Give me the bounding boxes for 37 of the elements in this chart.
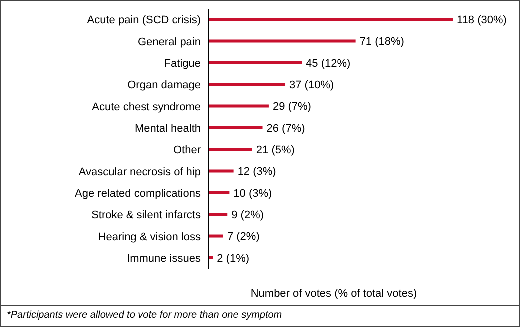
data-label: 29 (7%) (272, 101, 312, 114)
y-tick-label: Acute chest syndrome (92, 101, 201, 114)
text: *Participants were allowed to vote for more than one symptom (7, 310, 282, 321)
bar (209, 40, 356, 43)
data-label: 71 (18%) (360, 36, 404, 48)
data-label: 118 (30%) (457, 14, 507, 26)
data-label: 45 (12%) (306, 58, 351, 70)
y-tick-label: Mental health (134, 123, 201, 136)
data-label: 2 (1%) (217, 252, 250, 265)
bar (209, 61, 302, 64)
bar (209, 83, 286, 86)
data-label: 37 (10%) (290, 79, 334, 92)
data-label: 10 (3%) (234, 188, 272, 200)
x-axis-title: Number of votes (% of total votes) (250, 288, 418, 300)
data-label: 26 (7%) (266, 122, 306, 135)
bar (209, 18, 453, 22)
bar (209, 104, 269, 108)
bar (209, 213, 228, 216)
bar (209, 234, 224, 238)
y-tick-label: Acute pain (SCD crisis) (87, 14, 201, 27)
y-tick-label: General pain (138, 36, 201, 48)
bar (209, 191, 230, 194)
y-tick-label: Avascular necrosis of hip (78, 166, 201, 178)
bar (209, 170, 234, 173)
data-label: 7 (2%) (227, 231, 260, 244)
data-label: 12 (3%) (238, 166, 276, 178)
y-tick-label: Organ damage (128, 80, 201, 92)
data-label: 21 (5%) (256, 144, 295, 156)
y-tick-label: Fatigue (164, 58, 201, 70)
data-label: 9 (2%) (232, 209, 264, 222)
y-tick-label: Age related complications (75, 188, 202, 200)
y-tick-label: Immune issues (127, 253, 202, 266)
bar (209, 148, 252, 152)
y-tick-label: Other (173, 144, 202, 157)
y-tick-label: Stroke & silent infarcts (92, 210, 202, 222)
y-tick-label: Hearing & vision loss (98, 231, 202, 244)
bar (209, 126, 263, 130)
